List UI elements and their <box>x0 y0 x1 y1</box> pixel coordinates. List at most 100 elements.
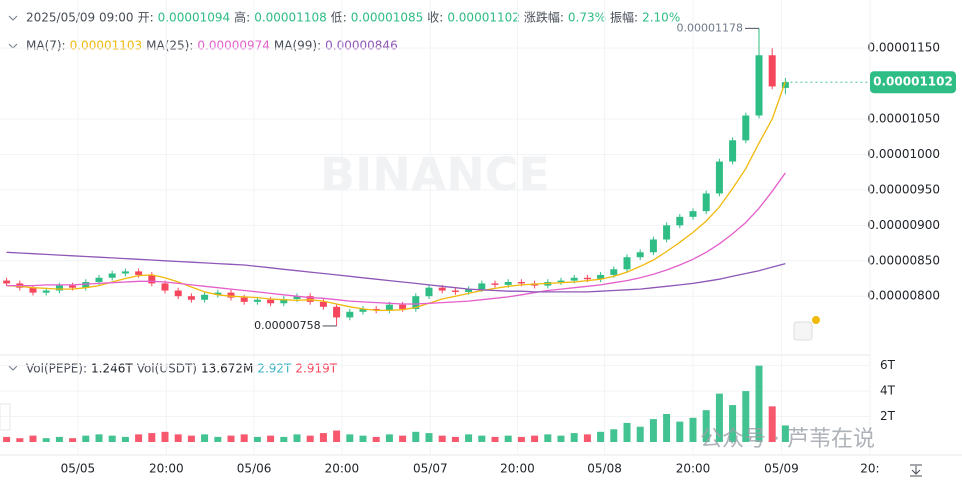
volume-bar <box>544 434 552 442</box>
volume-bar <box>636 426 644 442</box>
volume-bar <box>16 438 24 442</box>
candle-body <box>689 211 697 217</box>
volume-bar <box>557 435 565 442</box>
volume-bar <box>465 434 473 442</box>
collapse-icon[interactable] <box>8 15 18 21</box>
volume-bar <box>729 405 737 442</box>
volume-bar <box>161 431 169 442</box>
header-field: MA(25): <box>146 39 193 53</box>
volume-bar <box>3 436 11 442</box>
collapse-icon[interactable] <box>8 43 18 49</box>
header-field: 2.92T <box>257 362 292 376</box>
y-tick-label: 0.00000900 <box>867 218 940 232</box>
candle-body <box>95 277 103 283</box>
volume-bar <box>570 433 578 442</box>
scale-icon[interactable] <box>910 464 922 477</box>
low-marker: 0.00000758 <box>254 319 320 332</box>
volume-bar <box>42 438 50 442</box>
volume-bar <box>649 419 657 442</box>
candle-body <box>240 297 248 302</box>
candle-body <box>491 283 499 285</box>
volume-bar <box>781 425 789 442</box>
volume-bar <box>663 414 671 442</box>
x-tick-label: 05/06 <box>237 462 272 476</box>
candle-body <box>82 282 90 288</box>
x-tick-label: 05/08 <box>587 462 622 476</box>
header-field: Vol(PEPE): <box>26 362 87 376</box>
candle-body <box>465 289 473 292</box>
candle-body <box>214 292 222 295</box>
candle-body <box>3 280 11 284</box>
x-tick-label: 05/07 <box>413 462 448 476</box>
volume-bar <box>359 435 367 442</box>
x-tick-label: 20: <box>860 462 879 476</box>
v-tick-label: 2T <box>880 409 896 423</box>
candle-body <box>385 304 393 311</box>
y-tick-label: 0.00001150 <box>867 41 940 55</box>
volume-bar <box>148 433 156 442</box>
candle-body <box>29 287 37 293</box>
candle-body <box>623 257 631 270</box>
volume-bar <box>280 436 288 442</box>
candle-body <box>504 282 512 285</box>
volume-bar <box>742 391 750 442</box>
header-field: 2.10% <box>642 11 680 25</box>
high-marker: 0.00001178 <box>677 21 743 34</box>
volume-bar <box>755 365 763 442</box>
volume-bar <box>438 435 446 442</box>
v-tick-label: 4T <box>880 384 896 398</box>
candle-body <box>583 277 591 280</box>
candle-body <box>121 271 129 274</box>
candle-body <box>715 161 723 194</box>
v-tick-label: 6T <box>880 358 896 372</box>
volume-bar <box>319 433 327 442</box>
volume-bar <box>135 434 143 442</box>
header-field: 13.672M <box>201 362 253 376</box>
candle-body <box>425 287 433 297</box>
candle-body <box>557 280 565 283</box>
header-field: 振幅: <box>610 10 638 25</box>
header-field: MA(7): <box>26 39 66 53</box>
tool-icon[interactable] <box>793 321 813 341</box>
candle-body <box>174 290 182 297</box>
volume-bar <box>333 430 341 442</box>
header-field: 开: <box>138 11 154 25</box>
volume-bar <box>517 436 525 442</box>
candle-body <box>55 285 63 291</box>
volume-bar <box>108 435 116 442</box>
volume-bar <box>69 438 77 442</box>
collapse-icon[interactable] <box>8 365 18 371</box>
volume-bar <box>623 422 631 442</box>
ma-line <box>6 251 786 293</box>
header-field: 0.00000846 <box>325 39 398 53</box>
candle-body <box>663 225 671 240</box>
candle-body <box>161 283 169 291</box>
volume-bar <box>597 431 605 442</box>
footer-watermark: 公众号 · 芦苇在说 <box>700 427 875 452</box>
volume-bar <box>425 433 433 442</box>
candle-body <box>597 274 605 280</box>
candle-body <box>187 296 195 300</box>
volume-bar <box>253 436 261 442</box>
header-field: 0.00001085 <box>351 11 424 25</box>
candle-body <box>253 299 261 302</box>
x-tick-label: 20:00 <box>149 462 184 476</box>
ma-line <box>6 81 787 312</box>
header-field: 收: <box>427 11 443 25</box>
header-field: 0.73% <box>568 11 606 25</box>
y-tick-label: 0.00001050 <box>867 112 940 126</box>
header-field: 1.246T <box>91 362 133 376</box>
candle-body <box>306 296 314 302</box>
candle-body <box>729 140 737 162</box>
volume-bar <box>214 436 222 442</box>
volume-bar <box>346 434 354 442</box>
volume-bar <box>689 417 697 442</box>
candle-body <box>201 294 209 300</box>
volume-bar <box>583 434 591 442</box>
candle-body <box>676 216 684 226</box>
candle-body <box>135 271 143 275</box>
candle-body <box>478 283 486 290</box>
volume-bar <box>174 434 182 442</box>
volume-bar <box>55 436 63 442</box>
candle-body <box>438 287 446 291</box>
